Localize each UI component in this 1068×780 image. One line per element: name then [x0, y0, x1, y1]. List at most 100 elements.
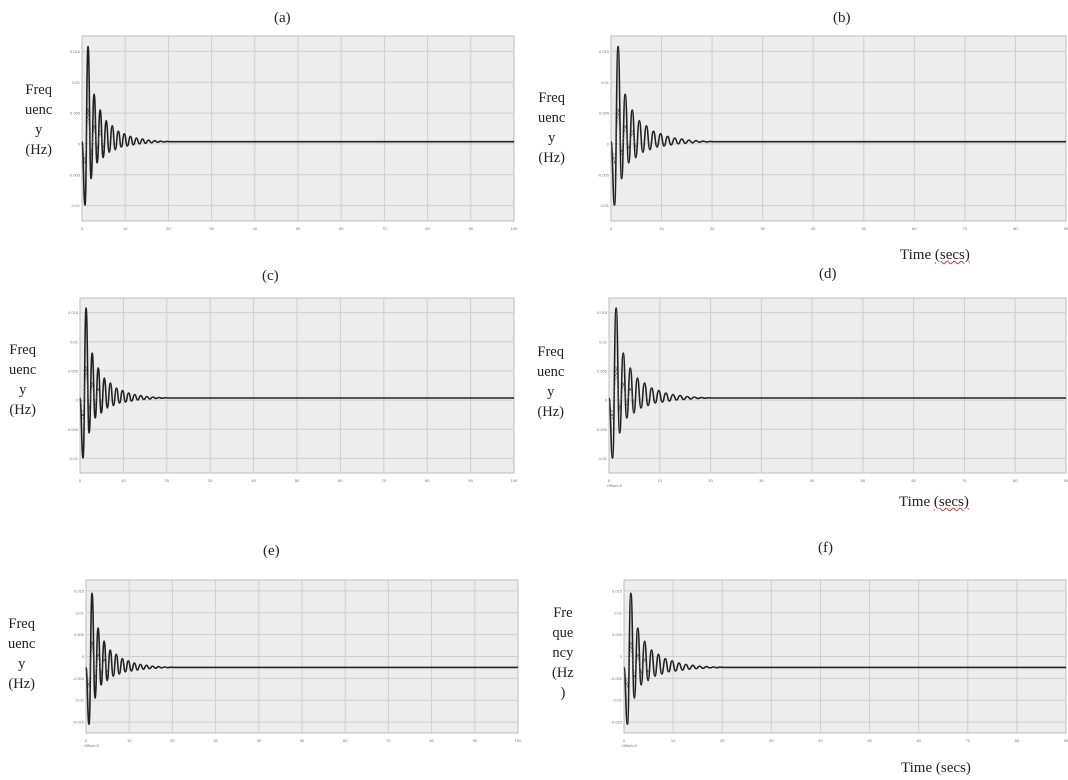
x-tick-label: 70: [966, 738, 971, 743]
series-line: [623, 592, 1066, 726]
y-tick-label: 0: [607, 141, 610, 146]
x-tick-label: 90: [1064, 226, 1068, 231]
y-tick-label: 0: [605, 398, 608, 403]
x-tick-label: 100: [511, 226, 518, 231]
x-tick-label: 50: [862, 226, 867, 231]
y-tick-label: 0: [82, 654, 85, 659]
x-tick-label: 30: [759, 478, 764, 483]
y-tick-label: 0.015: [612, 588, 623, 593]
plot-c: 0 10 20 30 40 50 60 70 80 90 100 0.015 0.01 0.005 0 -0.…: [67, 297, 518, 483]
offset-label: Offset=0: [622, 743, 638, 748]
y-axis-label-line: (Hz): [25, 142, 52, 158]
x-tick-label: 30: [213, 738, 218, 743]
y-tick-label: -0.01: [69, 456, 79, 461]
y-tick-label: 0.005: [597, 368, 608, 373]
y-axis-label-line: (Hz: [552, 665, 574, 681]
plot-d: 0 10 20 30 40 50 60 70 80 90 0.015 0.01 0.005 0 -0.005…: [596, 297, 1068, 488]
y-axis-label-line: Freq: [8, 616, 35, 632]
y-tick-label: -0.01: [75, 698, 85, 703]
panel-title-e: (e): [263, 543, 280, 559]
y-tick-label: -0.005: [611, 676, 623, 681]
y-tick-label: -0.005: [69, 172, 81, 177]
y-axis-label-b: Freq uenc y (Hz): [538, 88, 565, 168]
x-tick-label: 80: [1015, 738, 1020, 743]
x-axis-label-f: Time (secs): [901, 760, 971, 777]
x-tick-label: 80: [429, 738, 434, 743]
panel-title-d: (d): [819, 266, 837, 282]
y-tick-label: 0.01: [614, 610, 623, 615]
plot-background: [610, 35, 1067, 222]
x-axis-label-unit: (secs): [933, 494, 969, 510]
y-axis-label-c: Freq uenc y (Hz): [9, 340, 36, 420]
x-tick-label: 20: [708, 478, 713, 483]
x-axis-label-word: Time: [899, 494, 931, 510]
x-tick-label: 40: [818, 738, 823, 743]
x-tick-label: 70: [386, 738, 391, 743]
y-tick-label: 0.015: [74, 588, 85, 593]
y-axis-label-line: y: [547, 384, 555, 400]
plot-f: 0 10 20 30 40 50 60 70 80 90 0.015 0.01 0.005 0 -0.005…: [611, 579, 1068, 748]
y-axis-label-e: Freq uenc y (Hz): [8, 614, 35, 694]
plot-background: [608, 297, 1067, 474]
plot-e: 0 10 20 30 40 50 60 70 80 90 100 0.015 0.01 0.005 0 -0.…: [73, 579, 522, 748]
panel-title-b: (b): [833, 10, 851, 26]
y-tick-label: -0.01: [598, 456, 608, 461]
x-tick-label: 40: [811, 226, 816, 231]
x-tick-label: 30: [760, 226, 765, 231]
y-tick-label: 0.01: [70, 339, 79, 344]
y-tick-label: -0.01: [71, 203, 81, 208]
x-tick-label: 10: [659, 226, 664, 231]
x-tick-label: 70: [382, 226, 387, 231]
y-tick-label: 0.005: [74, 632, 85, 637]
y-tick-label: 0: [620, 654, 623, 659]
y-tick-label: 0.005: [599, 111, 610, 116]
y-tick-label: 0.01: [599, 339, 608, 344]
x-axis-label-word: Time: [901, 760, 933, 776]
x-tick-label: 10: [121, 478, 126, 483]
y-tick-label: -0.01: [600, 203, 610, 208]
y-tick-label: -0.005: [67, 427, 79, 432]
x-axis-label-unit: (secs): [935, 760, 971, 776]
x-tick-label: 80: [1013, 226, 1018, 231]
x-tick-label: 100: [511, 478, 518, 483]
panel-title-c: (c): [262, 268, 279, 284]
panel-title-f: (f): [818, 540, 833, 556]
x-tick-label: 40: [253, 226, 258, 231]
x-tick-label: 90: [1064, 738, 1068, 743]
y-axis-label-line: Fre: [553, 605, 573, 621]
x-tick-label: 0: [79, 478, 82, 483]
x-tick-label: 0: [608, 478, 611, 483]
x-tick-label: 80: [1013, 478, 1018, 483]
x-tick-label: 10: [671, 738, 676, 743]
y-tick-label: -0.01: [613, 698, 623, 703]
series-line-secondary: [79, 366, 102, 420]
y-tick-label: -0.015: [73, 720, 85, 725]
y-tick-label: 0.01: [601, 80, 610, 85]
y-axis-label-line: (Hz): [538, 150, 565, 166]
series-line-secondary: [623, 641, 649, 688]
series-line: [81, 45, 514, 206]
y-axis-label-line: uenc: [25, 102, 53, 118]
y-axis-label-line: y: [18, 656, 26, 672]
y-tick-label: 0.01: [72, 80, 81, 85]
x-tick-label: 90: [469, 226, 474, 231]
y-tick-label: -0.005: [73, 676, 85, 681]
x-tick-label: 10: [658, 478, 663, 483]
y-tick-label: 0: [76, 398, 79, 403]
plot-a: 0 10 20 30 40 50 60 70 80 90 100 0.015 0.01 0.005 0 -0.…: [69, 35, 518, 231]
x-tick-label: 50: [295, 478, 300, 483]
x-tick-label: 0: [610, 226, 613, 231]
x-tick-label: 50: [296, 226, 301, 231]
y-axis-label-line: Freq: [9, 342, 36, 358]
y-axis-label-line: uenc: [538, 110, 566, 126]
x-tick-label: 60: [338, 478, 343, 483]
x-axis-label-word: Time: [900, 247, 932, 263]
x-tick-label: 20: [720, 738, 725, 743]
x-tick-label: 0: [81, 226, 84, 231]
x-tick-label: 30: [209, 226, 214, 231]
y-tick-label: 0.015: [70, 49, 81, 54]
panel-title-a: (a): [274, 10, 291, 26]
offset-label: Offset=0: [84, 743, 100, 748]
x-tick-label: 80: [425, 226, 430, 231]
y-axis-label-line: y: [548, 130, 556, 146]
